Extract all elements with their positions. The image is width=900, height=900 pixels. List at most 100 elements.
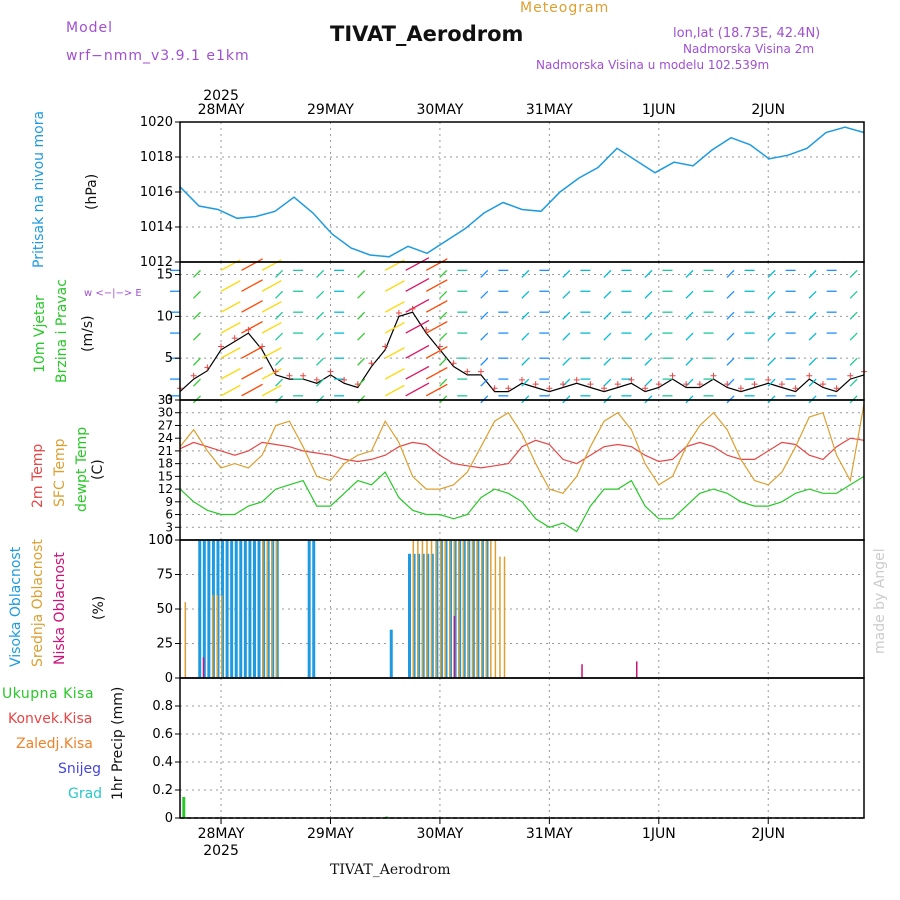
wind-gust-mark	[177, 385, 183, 392]
wind-gust-mark	[300, 372, 307, 379]
chart-title: TIVAT_Aerodrom	[330, 22, 524, 46]
high-cloud-bar	[275, 540, 279, 678]
wind-gust-mark	[587, 381, 594, 388]
wind-arrow	[357, 332, 366, 341]
wind-gust-mark	[327, 368, 334, 375]
wind-arrow	[192, 378, 201, 387]
wind-arrow	[562, 269, 571, 278]
mid-cloud-bar	[221, 595, 223, 678]
y-tick-label: 3	[165, 520, 173, 534]
wind-arrow	[644, 332, 653, 341]
high-cloud-bar	[262, 540, 266, 678]
y-tick-label: 1018	[140, 150, 173, 165]
wind-gust-mark	[861, 368, 867, 375]
high-cloud-bar	[252, 540, 256, 678]
wind-arrow	[241, 383, 263, 397]
wind-arrow	[685, 332, 694, 341]
wind-arrow	[241, 279, 263, 292]
y-tick-label: 1014	[140, 220, 173, 235]
wind-arrow	[685, 269, 694, 278]
high-cloud-bar	[453, 540, 457, 678]
wind-arrow	[521, 378, 530, 387]
wind-gust-mark	[546, 385, 553, 392]
high-cloud-bar	[439, 540, 443, 678]
high-cloud-bar	[480, 540, 484, 678]
mid-cloud-bar	[426, 540, 428, 678]
wind-arrow	[261, 259, 282, 271]
legend-snijeg: Snijeg	[58, 761, 102, 777]
wind-arrow	[192, 311, 201, 320]
wind-compass: w <−|−> E	[84, 288, 142, 299]
high-cloud-bar	[230, 540, 234, 678]
wind-arrow	[261, 280, 282, 292]
low-cloud-bar	[453, 615, 456, 678]
wind-arrow	[405, 365, 430, 380]
wind-arrow	[275, 290, 284, 299]
wind-arrow	[261, 384, 282, 397]
y-tick-label: 0.2	[152, 783, 173, 798]
y-tick-label: 0.6	[152, 727, 173, 742]
mid-cloud-bar	[485, 540, 488, 678]
high-cloud-bar	[449, 540, 453, 678]
mid-cloud-bar	[467, 540, 469, 678]
high-cloud-bar	[257, 560, 261, 678]
wind-arrow	[767, 290, 776, 299]
high-cloud-bar	[312, 540, 316, 678]
wind-arrow	[685, 290, 694, 299]
wind-arrow	[439, 395, 448, 404]
bottom-date-label: 2JUN	[751, 826, 785, 842]
wind-arrow	[439, 378, 448, 387]
wind-arrow	[726, 395, 735, 404]
wind-label-1: 10m Vjetar	[32, 295, 48, 373]
wind-arrow	[644, 269, 653, 278]
low-cloud-bar	[581, 664, 583, 678]
top-date-label: 1JUN	[642, 102, 676, 118]
wind-arrow	[220, 321, 241, 334]
y-tick-label: 0	[165, 671, 173, 686]
wind-arrow	[439, 332, 448, 341]
temp2m-label: 2m Temp	[30, 443, 46, 508]
wind-arrow	[357, 269, 366, 278]
wind-arrow	[192, 395, 201, 404]
wind-arrow	[241, 321, 263, 334]
top-year-label: 2025	[203, 88, 239, 104]
bottom-date-label: 30MAY	[416, 826, 463, 842]
wind-gust-mark	[409, 305, 416, 312]
y-tick-label: 21	[158, 444, 173, 458]
wind-arrow	[808, 332, 817, 341]
y-tick-label: 24	[158, 431, 173, 445]
bottom-date-label: 1JUN	[642, 826, 676, 842]
mid-cloud-bar	[275, 540, 278, 678]
wind-arrow	[685, 357, 694, 366]
wind-gust-mark	[368, 360, 375, 367]
panel-frame	[179, 121, 865, 263]
wind-arrow	[316, 290, 325, 299]
wind-arrow	[439, 269, 448, 278]
wind-gust-mark	[382, 343, 389, 350]
y-tick-label: 15	[158, 469, 173, 483]
wind-gust-mark	[696, 381, 703, 388]
y-tick-label: 0.8	[152, 699, 173, 714]
wind-arrow	[384, 321, 405, 334]
high-cloud-bar	[234, 540, 238, 678]
y-tick-label: 50	[156, 602, 173, 617]
wind-arrow	[562, 332, 571, 341]
wind-arrow	[480, 395, 489, 404]
temp-2m-line	[179, 437, 865, 469]
y-tick-label: 0.4	[152, 755, 173, 770]
wind-arrow	[562, 378, 571, 387]
wind-arrow	[439, 357, 448, 366]
wind-gust-mark	[532, 381, 539, 388]
high-cloud-bar	[435, 540, 439, 678]
wind-arrow	[357, 290, 366, 299]
top-date-label: 30MAY	[416, 102, 463, 118]
legend-ukupna: Ukupna Kisa	[2, 686, 95, 702]
wind-arrow	[849, 357, 858, 366]
mid-cloud-bar	[216, 595, 218, 678]
model-altitude-label: Nadmorska Visina u modelu 102.539m	[536, 58, 770, 72]
low-cloud-bar	[202, 657, 205, 678]
mid-cloud-bar	[458, 540, 460, 678]
y-tick-label: 27	[158, 418, 173, 432]
wind-arrow	[808, 269, 817, 278]
